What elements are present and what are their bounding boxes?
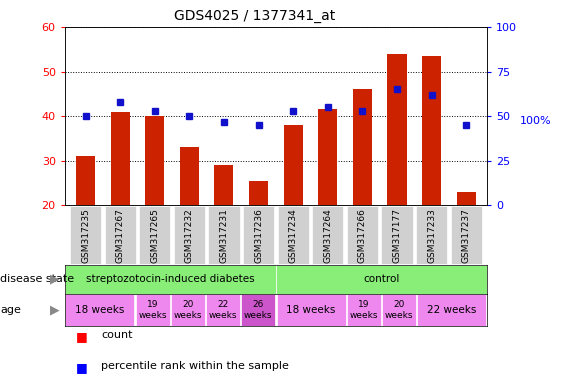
Bar [284, 125, 303, 205]
Bar [145, 116, 164, 205]
Text: GSM317177: GSM317177 [392, 208, 401, 263]
Text: ▶: ▶ [50, 304, 59, 316]
FancyBboxPatch shape [242, 295, 275, 326]
Bar [76, 156, 95, 205]
Text: streptozotocin-induced diabetes: streptozotocin-induced diabetes [86, 274, 254, 285]
Text: percentile rank within the sample: percentile rank within the sample [101, 361, 289, 371]
Bar [457, 192, 476, 205]
FancyBboxPatch shape [243, 206, 274, 264]
Text: GSM317267: GSM317267 [115, 208, 124, 263]
FancyBboxPatch shape [171, 295, 205, 326]
FancyBboxPatch shape [136, 295, 169, 326]
FancyBboxPatch shape [450, 206, 482, 264]
Text: 19
weeks: 19 weeks [138, 300, 167, 320]
FancyBboxPatch shape [416, 206, 447, 264]
Text: GSM317231: GSM317231 [220, 208, 229, 263]
Text: 22
weeks: 22 weeks [209, 300, 238, 320]
Text: ■: ■ [76, 361, 88, 374]
FancyBboxPatch shape [382, 206, 413, 264]
FancyBboxPatch shape [70, 206, 101, 264]
Text: count: count [101, 330, 133, 340]
Bar [318, 109, 337, 205]
Text: GSM317236: GSM317236 [254, 208, 263, 263]
Text: 18 weeks: 18 weeks [287, 305, 336, 315]
Text: ▶: ▶ [50, 273, 59, 286]
FancyBboxPatch shape [347, 206, 378, 264]
Bar [110, 112, 129, 205]
FancyBboxPatch shape [208, 206, 239, 264]
FancyBboxPatch shape [278, 206, 309, 264]
Text: 19
weeks: 19 weeks [350, 300, 378, 320]
Y-axis label: 100%: 100% [520, 116, 551, 126]
Text: GSM317232: GSM317232 [185, 208, 194, 263]
Title: GDS4025 / 1377341_at: GDS4025 / 1377341_at [174, 9, 336, 23]
Text: GSM317237: GSM317237 [462, 208, 471, 263]
Bar [215, 165, 234, 205]
Text: GSM317264: GSM317264 [323, 208, 332, 263]
Text: 20
weeks: 20 weeks [385, 300, 413, 320]
Text: GSM317234: GSM317234 [289, 208, 298, 263]
FancyBboxPatch shape [105, 206, 136, 264]
FancyBboxPatch shape [206, 295, 240, 326]
Bar [353, 89, 372, 205]
Text: age: age [0, 305, 21, 315]
FancyBboxPatch shape [276, 295, 346, 326]
Text: GSM317235: GSM317235 [81, 208, 90, 263]
Text: 22 weeks: 22 weeks [427, 305, 476, 315]
FancyBboxPatch shape [139, 206, 171, 264]
Bar [249, 181, 268, 205]
Text: 18 weeks: 18 weeks [75, 305, 124, 315]
Text: GSM317266: GSM317266 [358, 208, 367, 263]
Text: 20
weeks: 20 weeks [173, 300, 202, 320]
FancyBboxPatch shape [174, 206, 205, 264]
Bar [422, 56, 441, 205]
Bar [387, 54, 406, 205]
Text: GSM317265: GSM317265 [150, 208, 159, 263]
FancyBboxPatch shape [417, 295, 486, 326]
Text: 26
weeks: 26 weeks [244, 300, 272, 320]
FancyBboxPatch shape [382, 295, 416, 326]
Text: GSM317233: GSM317233 [427, 208, 436, 263]
Bar [180, 147, 199, 205]
FancyBboxPatch shape [65, 295, 135, 326]
FancyBboxPatch shape [312, 206, 343, 264]
FancyBboxPatch shape [65, 265, 276, 294]
FancyBboxPatch shape [276, 265, 487, 294]
FancyBboxPatch shape [347, 295, 381, 326]
Text: disease state: disease state [0, 274, 74, 285]
Text: control: control [363, 274, 400, 285]
Text: ■: ■ [76, 330, 88, 343]
